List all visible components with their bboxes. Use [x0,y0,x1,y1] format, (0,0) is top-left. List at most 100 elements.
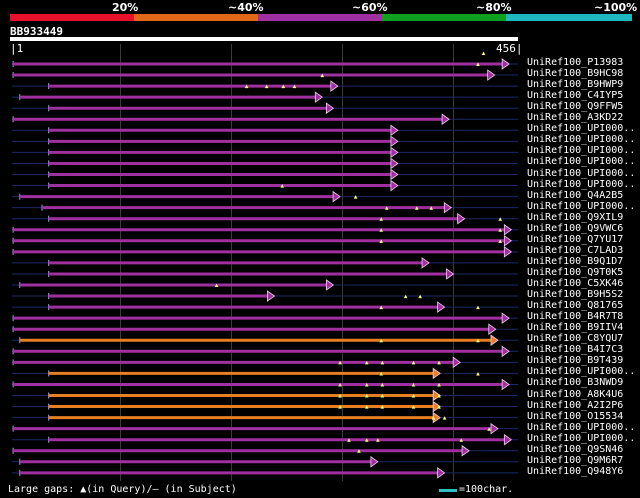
hit-row[interactable] [12,467,518,479]
hit-row[interactable] [12,62,518,81]
hit-row[interactable] [12,146,518,159]
hit-name-link[interactable]: UniRef100_B9HC98 [527,68,624,80]
hit-name-link[interactable]: UniRef100_Q7YU17 [527,233,624,245]
gap-marker [437,383,441,387]
hit-arrow [267,290,276,302]
hit-name-link[interactable]: UniRef100_UPI000.. [527,178,636,190]
hit-name-link[interactable]: UniRef100_B9T439 [527,355,624,367]
hit-name-link[interactable]: UniRef100_UPI000.. [527,366,636,378]
hit-row[interactable] [12,239,518,258]
hit-arrow [441,113,450,126]
hit-name-link[interactable]: UniRef100_A3KD22 [527,112,624,124]
hit-name-link[interactable]: UniRef100_Q9XIL9 [527,211,624,223]
hit-row[interactable] [12,383,518,402]
hit-row[interactable] [12,334,518,347]
hit-name-link[interactable]: UniRef100_Q948Y6 [527,465,624,477]
color-bar-100 [506,14,632,21]
hit-name-link[interactable]: UniRef100_B9IIV4 [527,322,624,334]
hit-arrow [503,223,513,236]
hit-name-link[interactable]: UniRef100_UPI000.. [527,134,636,146]
gap-marker [280,184,285,188]
hit-name-link[interactable]: UniRef100_B4R7T8 [527,311,624,323]
gap-marker [376,438,380,442]
hit-name-link[interactable]: UniRef100_UPI000.. [527,432,636,444]
hit-row[interactable] [12,102,518,114]
hit-row[interactable] [12,449,518,468]
hit-name-link[interactable]: UniRef100_A8K4U6 [527,388,624,400]
hit-row[interactable] [12,394,518,413]
hit-name-link[interactable]: UniRef100_Q9FFW5 [527,101,624,113]
hit-name-link[interactable]: UniRef100_C8YQU7 [527,333,624,345]
hit-name-link[interactable]: UniRef100_C4IYP5 [527,90,624,102]
hit-name-link[interactable]: UniRef100_UPI000.. [527,156,636,168]
hit-row[interactable] [12,323,518,335]
hit-name-link[interactable]: UniRef100_B9Q1D7 [527,255,624,267]
gap-marker [347,438,351,442]
hit-row[interactable] [12,371,518,391]
hit-row[interactable] [12,84,518,103]
gap-marker [442,416,447,420]
gap-marker [411,394,416,398]
hit-row[interactable] [12,113,518,126]
hit-name-link[interactable]: UniRef100_B3NWD9 [527,377,624,389]
hit-name-link[interactable]: UniRef100_UPI000.. [527,200,636,212]
gap-legend: Large gaps: ▲(in Query)/– (in Subject) [8,484,237,495]
hit-row[interactable] [12,268,518,280]
hit-name-link[interactable]: UniRef100_UPI000.. [527,167,636,179]
gap-marker [459,438,464,442]
hit-row[interactable] [12,195,518,214]
hit-row[interactable] [12,217,518,236]
gap-marker [379,217,384,221]
hit-arrow [390,146,399,159]
gap-marker [379,338,384,343]
hit-row[interactable] [12,356,518,369]
hit-name-link[interactable]: UniRef100_B9HWP9 [527,79,624,91]
hit-name-link[interactable]: UniRef100_Q9M6R7 [527,454,624,466]
hit-arrow [332,190,341,203]
hit-arrow [325,102,335,114]
hit-row[interactable] [12,416,518,435]
hit-row[interactable] [12,338,518,358]
hit-name-link[interactable]: UniRef100_UPI000.. [527,145,636,157]
gap-marker [264,84,269,89]
hit-row[interactable] [12,228,518,247]
hit-name-link[interactable]: UniRef100_O15534 [527,410,624,422]
color-bar-80 [382,14,506,21]
hit-row[interactable] [12,427,518,446]
hit-name-link[interactable]: UniRef100_B4I7C3 [527,344,624,356]
hit-row[interactable] [12,168,518,181]
hit-row[interactable] [12,135,518,148]
legend-60: ~60% [352,1,388,14]
query-start-label: |1 [10,42,24,55]
hit-row[interactable] [12,305,518,324]
gap-marker [380,383,385,387]
hit-row[interactable] [12,206,518,225]
hit-name-link[interactable]: UniRef100_B9H5S2 [527,289,624,301]
hit-name-link[interactable]: UniRef100_Q9VWC6 [527,222,624,234]
hit-name-link[interactable]: UniRef100_Q4A2B5 [527,189,624,201]
hit-name-link[interactable]: UniRef100_Q9SN46 [527,443,624,455]
hit-row[interactable] [12,360,518,380]
gap-marker [292,84,297,89]
hit-row[interactable] [12,283,518,302]
hit-row[interactable] [12,184,518,203]
hit-row[interactable] [12,294,518,313]
hit-row[interactable] [12,179,518,192]
hit-name-link[interactable]: UniRef100_A2I2P6 [527,399,624,411]
hit-row[interactable] [12,51,518,70]
hit-row[interactable] [12,124,518,137]
hit-row[interactable] [12,257,518,269]
hit-row[interactable] [12,73,518,92]
hit-name-link[interactable]: UniRef100_C7LAD3 [527,244,624,256]
hit-name-link[interactable]: UniRef100_Q9T0K5 [527,266,624,278]
hit-row[interactable] [12,438,518,457]
gap-marker [418,294,422,299]
hit-row[interactable] [12,157,518,170]
hit-name-link[interactable]: UniRef100_UPI000.. [527,421,636,433]
hit-name-link[interactable]: UniRef100_P13983 [527,57,624,68]
hit-row[interactable] [12,279,518,291]
hit-name-link[interactable]: UniRef100_UPI000.. [527,123,636,135]
hit-name-link[interactable]: UniRef100_C5XK46 [527,278,624,289]
hit-name-link[interactable]: UniRef100_Q81765 [527,300,624,312]
